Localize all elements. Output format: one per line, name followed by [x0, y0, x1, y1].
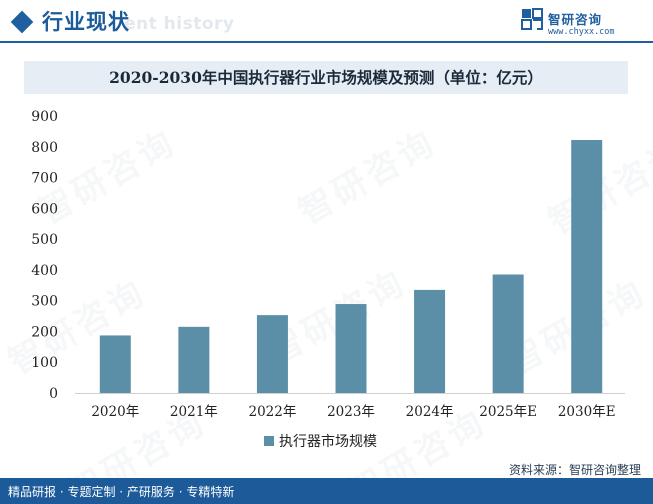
footer-bar: 精品研报 · 专题定制 · 产研服务 · 专精特新 — [0, 478, 653, 504]
header-watermark-text: ent history — [124, 14, 235, 34]
bar — [571, 140, 603, 393]
page-title: 行业现状 — [42, 10, 130, 34]
header-divider — [0, 41, 653, 43]
y-tick-label: 600 — [31, 201, 58, 217]
y-tick-label: 500 — [31, 232, 58, 248]
x-tick-label: 2023年 — [327, 404, 375, 420]
y-tick-label: 800 — [31, 140, 58, 156]
chart-title-band: 2020-2030年中国执行器行业市场规模及预测（单位：亿元） — [24, 61, 628, 94]
bar — [178, 326, 210, 393]
bar — [414, 289, 446, 393]
y-tick-label: 200 — [31, 324, 58, 340]
bar — [492, 274, 524, 393]
y-tick-label: 100 — [31, 355, 58, 371]
y-tick-label: 700 — [31, 171, 58, 187]
y-tick-label: 400 — [31, 263, 58, 279]
legend-swatch — [264, 436, 274, 446]
x-tick-label: 2025年E — [479, 404, 537, 420]
y-tick-label: 0 — [49, 386, 58, 402]
y-tick-label: 300 — [31, 294, 58, 310]
x-tick-label: 2024年 — [406, 404, 454, 420]
chart-title: 2020-2030年中国执行器行业市场规模及预测（单位：亿元） — [109, 68, 543, 87]
bar-chart: 0 100 200 300 400 500 600 700 800 900 2020年 2021年 20… — [31, 109, 625, 450]
x-tick-label: 2030年E — [558, 404, 616, 420]
bar — [256, 315, 288, 393]
diamond-icon — [10, 10, 34, 34]
y-tick-label: 900 — [31, 109, 58, 125]
brand: 智研咨询 www.chyxx.com — [521, 6, 641, 38]
chyxx-logo-icon — [521, 8, 543, 30]
bar — [99, 335, 131, 393]
x-tick-label: 2022年 — [248, 404, 296, 420]
bar — [335, 304, 367, 393]
brand-name: 智研咨询 — [548, 12, 603, 27]
legend-label: 执行器市场规模 — [279, 433, 377, 450]
footer-tagline: 精品研报 · 专题定制 · 产研服务 · 专精特新 — [8, 485, 235, 499]
x-tick-label: 2020年 — [91, 404, 139, 420]
x-tick-label: 2021年 — [170, 404, 218, 420]
brand-url: www.chyxx.com — [548, 27, 615, 37]
header: ent history 行业现状 智研咨询 www.chyxx.com — [0, 0, 653, 46]
source-note: 资料来源：智研咨询整理 — [508, 463, 641, 477]
